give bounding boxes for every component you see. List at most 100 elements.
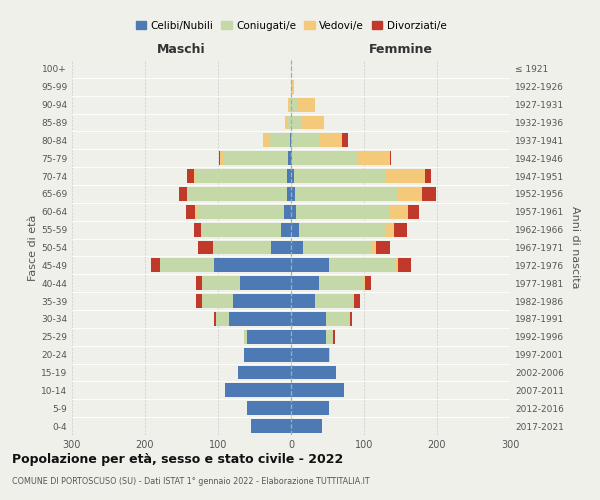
Bar <box>315 294 353 308</box>
Bar <box>244 348 291 362</box>
Bar <box>247 330 291 344</box>
Bar <box>354 294 359 308</box>
Bar <box>320 134 342 147</box>
Bar <box>287 187 291 201</box>
Bar <box>376 240 389 254</box>
Bar <box>329 258 395 272</box>
Bar <box>214 258 291 272</box>
Bar <box>202 222 281 236</box>
Bar <box>292 80 294 94</box>
Bar <box>291 366 336 380</box>
Bar <box>247 401 291 415</box>
Bar <box>334 330 335 344</box>
Bar <box>385 222 394 236</box>
Bar <box>425 169 431 183</box>
Bar <box>291 205 296 219</box>
Bar <box>299 222 385 236</box>
Bar <box>269 134 290 147</box>
Bar <box>304 240 371 254</box>
Bar <box>196 294 202 308</box>
Bar <box>271 240 291 254</box>
Bar <box>179 187 187 201</box>
Bar <box>281 222 291 236</box>
Text: Maschi: Maschi <box>157 44 206 57</box>
Bar <box>389 205 408 219</box>
Bar <box>240 276 291 290</box>
Bar <box>294 169 385 183</box>
Bar <box>291 276 319 290</box>
Bar <box>302 116 324 130</box>
Bar <box>285 116 287 130</box>
Bar <box>216 312 229 326</box>
Bar <box>291 294 315 308</box>
Bar <box>291 222 299 236</box>
Bar <box>291 258 329 272</box>
Bar <box>188 187 287 201</box>
Text: Popolazione per età, sesso e stato civile - 2022: Popolazione per età, sesso e stato civil… <box>12 452 343 466</box>
Bar <box>187 187 188 201</box>
Text: Femmine: Femmine <box>368 44 433 57</box>
Bar <box>342 134 348 147</box>
Bar <box>295 187 397 201</box>
Bar <box>292 151 356 165</box>
Bar <box>186 205 196 219</box>
Bar <box>297 98 315 112</box>
Bar <box>251 419 291 433</box>
Bar <box>397 187 422 201</box>
Bar <box>196 169 287 183</box>
Text: COMUNE DI PORTOSCUSO (SU) - Dati ISTAT 1° gennaio 2022 - Elaborazione TUTTITALIA: COMUNE DI PORTOSCUSO (SU) - Dati ISTAT 1… <box>12 478 370 486</box>
Bar <box>201 222 202 236</box>
Bar <box>291 116 302 130</box>
Bar <box>408 205 419 219</box>
Bar <box>291 134 320 147</box>
Bar <box>350 312 352 326</box>
Bar <box>229 312 291 326</box>
Bar <box>202 294 233 308</box>
Bar <box>244 330 247 344</box>
Bar <box>291 151 292 165</box>
Bar <box>198 240 213 254</box>
Bar <box>329 348 331 362</box>
Bar <box>353 294 354 308</box>
Bar <box>284 205 291 219</box>
Bar <box>291 187 295 201</box>
Y-axis label: Anni di nascita: Anni di nascita <box>569 206 580 289</box>
Bar <box>291 80 292 94</box>
Bar <box>291 98 297 112</box>
Bar <box>151 258 160 272</box>
Bar <box>394 222 407 236</box>
Bar <box>291 384 344 398</box>
Bar <box>238 366 291 380</box>
Bar <box>287 169 291 183</box>
Bar <box>326 330 334 344</box>
Bar <box>220 151 224 165</box>
Bar <box>233 294 291 308</box>
Bar <box>160 258 214 272</box>
Bar <box>319 276 364 290</box>
Bar <box>389 151 391 165</box>
Bar <box>291 419 322 433</box>
Bar <box>365 276 371 290</box>
Bar <box>214 312 216 326</box>
Bar <box>197 205 284 219</box>
Bar <box>194 169 196 183</box>
Bar <box>224 151 288 165</box>
Bar <box>356 151 389 165</box>
Bar <box>291 169 294 183</box>
Bar <box>364 276 365 290</box>
Bar <box>371 240 376 254</box>
Bar <box>219 151 220 165</box>
Bar <box>226 384 291 398</box>
Bar <box>213 240 214 254</box>
Bar <box>289 98 291 112</box>
Bar <box>196 276 202 290</box>
Bar <box>385 169 425 183</box>
Bar <box>202 276 240 290</box>
Bar <box>291 401 329 415</box>
Bar <box>422 187 436 201</box>
Bar <box>291 240 304 254</box>
Bar <box>326 312 350 326</box>
Bar <box>288 98 289 112</box>
Y-axis label: Fasce di età: Fasce di età <box>28 214 38 280</box>
Legend: Celibi/Nubili, Coniugati/e, Vedovi/e, Divorziati/e: Celibi/Nubili, Coniugati/e, Vedovi/e, Di… <box>131 16 451 35</box>
